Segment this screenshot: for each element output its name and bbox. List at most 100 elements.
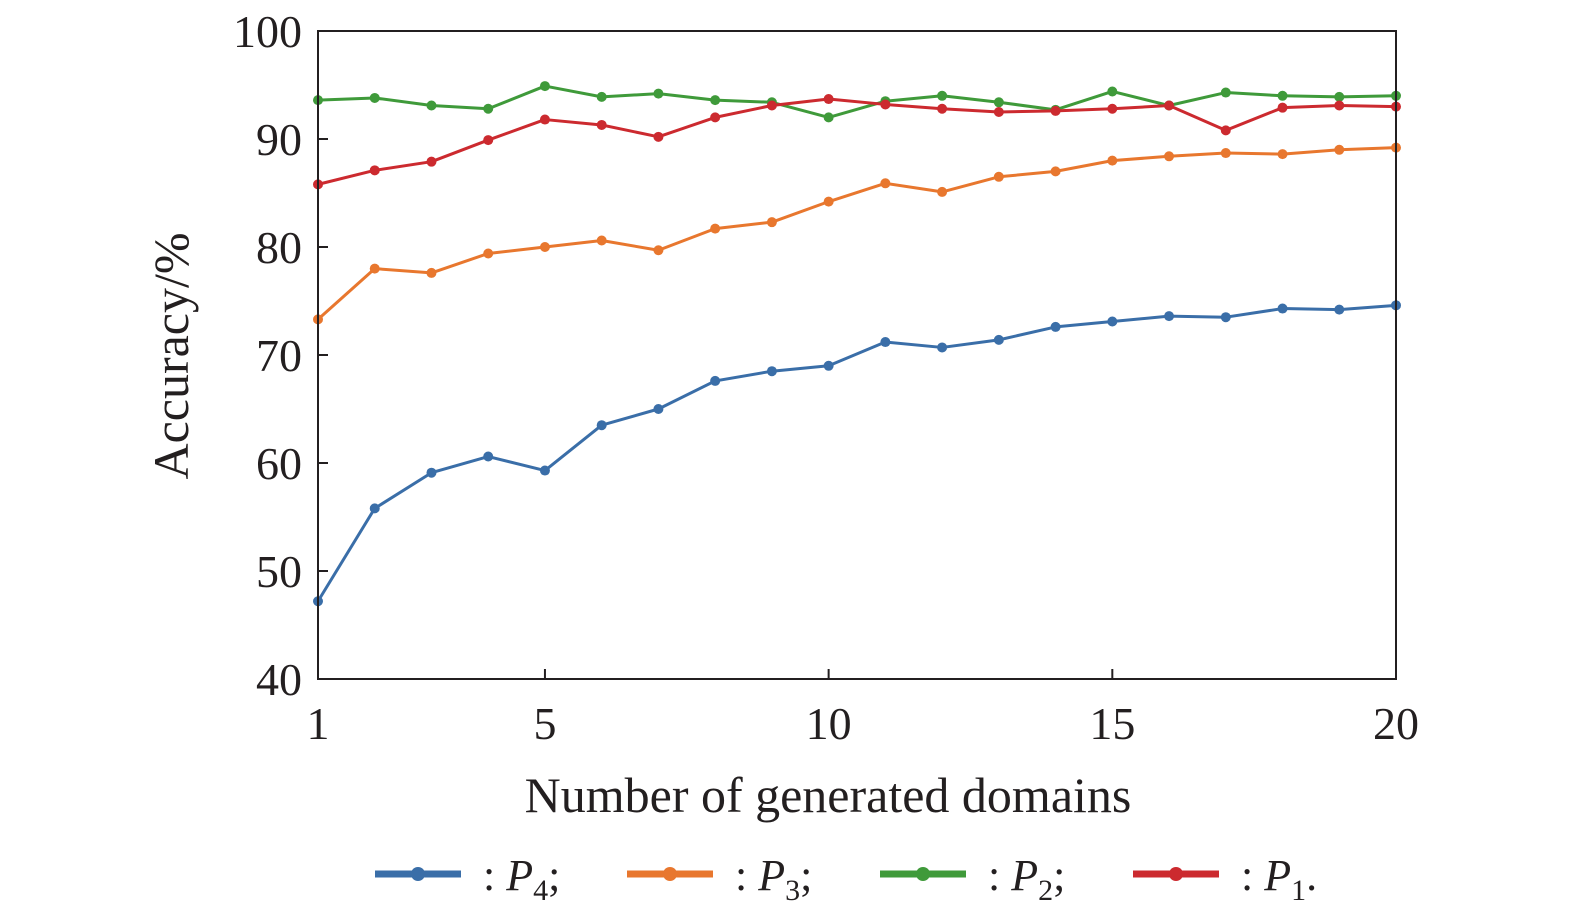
data-point-p3 (1277, 149, 1288, 160)
data-point-p3 (1107, 155, 1118, 166)
legend-label: : P1. (1241, 851, 1317, 907)
series-layer (313, 81, 1401, 607)
legend-label: : P2; (988, 851, 1065, 907)
data-point-p3 (766, 217, 777, 228)
x-tick-label: 15 (1089, 698, 1135, 749)
data-point-p1 (710, 112, 721, 123)
legend-swatch-marker (1169, 867, 1183, 881)
data-point-p3 (483, 248, 494, 259)
legend: : P4;: P3;: P2;: P1. (375, 851, 1317, 907)
y-tick-label: 100 (233, 6, 302, 57)
legend-suffix: ; (548, 851, 560, 900)
y-tick-label: 90 (256, 114, 302, 165)
data-point-p4 (710, 375, 721, 386)
data-point-p4 (1050, 321, 1061, 332)
data-point-p2 (1220, 87, 1231, 98)
data-point-p4 (653, 404, 664, 414)
legend-suffix: . (1306, 851, 1317, 900)
data-point-p4 (483, 451, 494, 462)
legend-item-p1: : P1. (1133, 851, 1317, 907)
legend-swatch-marker (663, 867, 677, 881)
data-point-p3 (653, 245, 664, 256)
data-point-p3 (426, 267, 437, 278)
legend-prefix: : (1241, 851, 1264, 900)
data-point-p4 (880, 337, 891, 348)
data-point-p4 (1334, 304, 1345, 315)
data-point-p3 (937, 186, 948, 197)
data-point-p3 (993, 171, 1004, 182)
legend-suffix: ; (1053, 851, 1065, 900)
legend-prefix: : (735, 851, 758, 900)
legend-series-name: P (1010, 851, 1038, 900)
legend-suffix: ; (800, 851, 812, 900)
series-line-p4 (316, 303, 1397, 603)
data-point-p1 (596, 119, 607, 130)
data-point-p1 (483, 135, 494, 146)
data-point-p2 (653, 88, 664, 99)
x-tick-label: 20 (1373, 698, 1419, 749)
x-tick-label: 1 (307, 698, 330, 749)
data-point-p2 (993, 97, 1004, 108)
data-point-p1 (766, 100, 777, 111)
x-axis: 1 5 10 15 20 (307, 669, 1419, 749)
legend-subscript: 3 (785, 874, 800, 907)
data-point-p2 (369, 92, 380, 103)
y-tick-label: 40 (256, 654, 302, 705)
legend-subscript: 1 (1291, 874, 1306, 907)
data-point-p1 (1164, 100, 1175, 111)
data-point-p2 (426, 100, 437, 111)
legend-subscript: 4 (533, 874, 548, 907)
data-point-p1 (880, 99, 891, 110)
legend-prefix: : (988, 851, 1011, 900)
data-point-p4 (369, 503, 380, 514)
legend-series-name: P (1263, 851, 1291, 900)
data-point-p4 (823, 360, 834, 371)
data-point-p2 (937, 90, 948, 101)
legend-swatch-marker (411, 867, 425, 881)
data-point-p1 (653, 131, 664, 142)
data-point-p2 (1107, 86, 1118, 97)
x-tick-label: 5 (533, 698, 556, 749)
data-point-p3 (369, 263, 380, 274)
legend-subscript: 2 (1038, 874, 1053, 907)
data-point-p4 (993, 334, 1004, 345)
legend-item-p3: : P3; (627, 851, 812, 907)
legend-item-p2: : P2; (880, 851, 1065, 907)
legend-series-name: P (505, 851, 533, 900)
legend-series-name: P (757, 851, 785, 900)
data-point-p4 (539, 465, 550, 476)
data-point-p1 (1220, 125, 1231, 136)
series-p3 (313, 142, 1401, 325)
series-line-p1 (317, 97, 1397, 186)
data-point-p4 (1164, 311, 1175, 322)
data-point-p2 (823, 112, 834, 123)
data-point-p4 (766, 366, 777, 377)
data-point-p1 (1107, 103, 1118, 114)
y-tick-label: 50 (256, 546, 302, 597)
y-axis: 40 50 60 70 80 90 100 (233, 6, 328, 705)
data-point-p1 (823, 94, 834, 105)
data-point-p1 (1277, 102, 1288, 113)
data-point-p1 (1050, 105, 1061, 116)
data-point-p4 (1107, 316, 1118, 327)
data-point-p3 (710, 223, 721, 234)
data-point-p3 (539, 242, 550, 252)
series-p4 (313, 300, 1401, 607)
data-point-p1 (539, 114, 550, 125)
data-point-p2 (596, 91, 607, 102)
data-point-p4 (426, 467, 437, 478)
data-point-p1 (369, 165, 380, 176)
data-point-p1 (1334, 100, 1345, 111)
legend-swatch-marker (916, 867, 930, 881)
data-point-p1 (426, 156, 437, 167)
data-point-p3 (1220, 148, 1231, 159)
data-point-p4 (1220, 312, 1231, 323)
data-point-p2 (539, 81, 550, 92)
data-point-p4 (596, 420, 607, 431)
legend-item-p4: : P4; (375, 851, 560, 907)
data-point-p1 (993, 107, 1004, 117)
legend-label: : P4; (483, 851, 560, 907)
data-point-p3 (823, 196, 834, 207)
series-line-p3 (316, 146, 1397, 321)
